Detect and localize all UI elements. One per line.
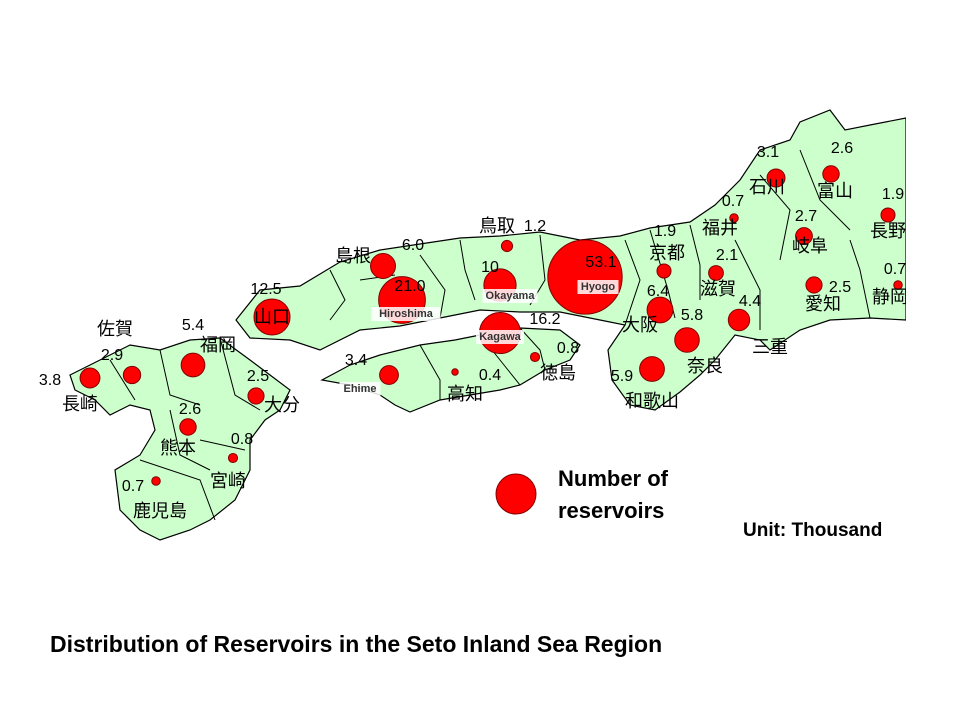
reservoir-circle xyxy=(822,165,840,183)
label-box xyxy=(577,280,619,294)
value-label: 4.4 xyxy=(739,293,761,310)
prefecture-name-en: Hyogo xyxy=(581,281,616,293)
value-label: 0.7 xyxy=(122,478,144,495)
value-label: 53.1 xyxy=(585,254,616,271)
reservoir-circle xyxy=(708,265,724,281)
prefecture-name: 高知 xyxy=(447,384,483,405)
prefecture-name: 鳥取 xyxy=(479,216,515,237)
prefecture-name: 大阪 xyxy=(622,315,658,336)
prefecture-name: 愛知 xyxy=(805,294,841,315)
reservoir-circle xyxy=(766,168,786,188)
value-label: 16.2 xyxy=(529,311,560,328)
reservoir-circle xyxy=(179,418,197,436)
value-label: 2.7 xyxy=(795,208,817,225)
reservoir-circle xyxy=(880,207,896,223)
value-label: 1.9 xyxy=(882,186,904,203)
prefecture-name: 佐賀 xyxy=(97,319,133,340)
prefecture-name: 大分 xyxy=(264,395,300,416)
reservoir-circle xyxy=(247,387,265,405)
prefecture-name: 京都 xyxy=(649,243,685,264)
reservoir-circle xyxy=(529,351,541,363)
prefecture-name: 石川 xyxy=(749,177,785,198)
value-label: 1.9 xyxy=(654,223,676,240)
value-label: 0.4 xyxy=(479,367,501,384)
value-label: 3.8 xyxy=(39,372,61,389)
prefecture-name: 三重 xyxy=(752,337,788,358)
prefecture-name: 岐阜 xyxy=(792,236,828,257)
value-label: 2.5 xyxy=(247,368,269,385)
prefecture-name: 静岡 xyxy=(872,287,908,308)
label-box xyxy=(476,330,524,344)
value-label: 10 xyxy=(481,259,499,276)
legend-circle xyxy=(495,473,537,515)
value-label: 6.0 xyxy=(402,237,424,254)
reservoir-circle xyxy=(122,365,142,385)
label-box xyxy=(339,382,381,396)
reservoir-circle xyxy=(727,308,751,332)
prefecture-name: 徳島 xyxy=(540,363,576,384)
legend-label: reservoirs xyxy=(558,498,664,523)
prefecture-name: 熊本 xyxy=(160,438,196,459)
value-label: 2.9 xyxy=(101,347,123,364)
value-label: 0.8 xyxy=(557,340,579,357)
map-title: Distribution of Reservoirs in the Seto I… xyxy=(50,631,662,657)
prefecture-name: 滋賀 xyxy=(700,279,736,300)
value-label: 0.7 xyxy=(722,193,744,210)
prefecture-name-en: Kagawa xyxy=(479,331,521,343)
unit-label: Unit: Thousand xyxy=(743,520,882,541)
value-label: 6.4 xyxy=(647,283,669,300)
reservoir-circle xyxy=(370,253,396,279)
prefecture-name: 宮崎 xyxy=(210,471,246,492)
value-label: 5.8 xyxy=(681,307,703,324)
reservoir-circle xyxy=(547,239,623,315)
reservoir-circle xyxy=(151,476,161,486)
value-label: 2.1 xyxy=(716,247,738,264)
value-label: 2.6 xyxy=(831,140,853,157)
value-label: 21.0 xyxy=(394,278,425,295)
legend-label: Number of xyxy=(558,466,669,491)
reservoir-circle xyxy=(500,239,514,253)
prefecture-name: 鹿児島 xyxy=(133,501,187,522)
reservoir-circle xyxy=(79,367,101,389)
label-box xyxy=(371,307,441,321)
prefecture-name-en: Ehime xyxy=(343,383,376,395)
value-label: 12.5 xyxy=(250,281,281,298)
prefecture-name: 長野 xyxy=(870,221,906,242)
value-label: 2.6 xyxy=(179,401,201,418)
value-label: 3.4 xyxy=(345,352,367,369)
reservoir-circle xyxy=(674,327,700,353)
value-label: 2.5 xyxy=(829,279,851,296)
reservoir-circle xyxy=(729,213,739,223)
prefecture-name: 山口 xyxy=(254,307,290,328)
reservoir-circle xyxy=(639,356,665,382)
prefecture-name: 福岡 xyxy=(200,335,236,356)
value-label: 1.2 xyxy=(524,218,546,235)
reservoir-circle xyxy=(646,296,674,324)
prefecture-name: 和歌山 xyxy=(625,391,679,412)
reservoir-circle xyxy=(451,368,459,376)
prefecture-name: 福井 xyxy=(702,218,738,239)
prefecture-name: 長崎 xyxy=(62,394,98,415)
reservoir-circle xyxy=(253,298,291,336)
value-label: 5.4 xyxy=(182,317,204,334)
prefecture-name: 島根 xyxy=(335,246,371,267)
prefecture-name-en: Hiroshima xyxy=(379,308,434,320)
label-box xyxy=(482,289,538,303)
reservoir-circle xyxy=(379,365,399,385)
prefecture-name-en: Okayama xyxy=(486,290,536,302)
reservoir-circle xyxy=(180,352,206,378)
reservoir-circle xyxy=(795,227,813,245)
value-label: 0.7 xyxy=(884,261,906,278)
value-label: 5.9 xyxy=(611,368,633,385)
prefecture-name: 富山 xyxy=(817,181,853,202)
reservoir-circle xyxy=(656,263,672,279)
prefecture-name: 奈良 xyxy=(687,356,723,377)
reservoir-circle xyxy=(805,276,823,294)
reservoir-circle xyxy=(893,280,903,290)
value-label: 0.8 xyxy=(231,431,253,448)
reservoir-circle xyxy=(227,452,239,464)
value-label: 3.1 xyxy=(757,144,779,161)
prefecture-layer: 3.8長崎 2.9 佐賀 5.4福岡 2.5 大分 2.6 熊本 0.8 宮崎 0.7 鹿児島 12.5… xyxy=(39,140,908,522)
